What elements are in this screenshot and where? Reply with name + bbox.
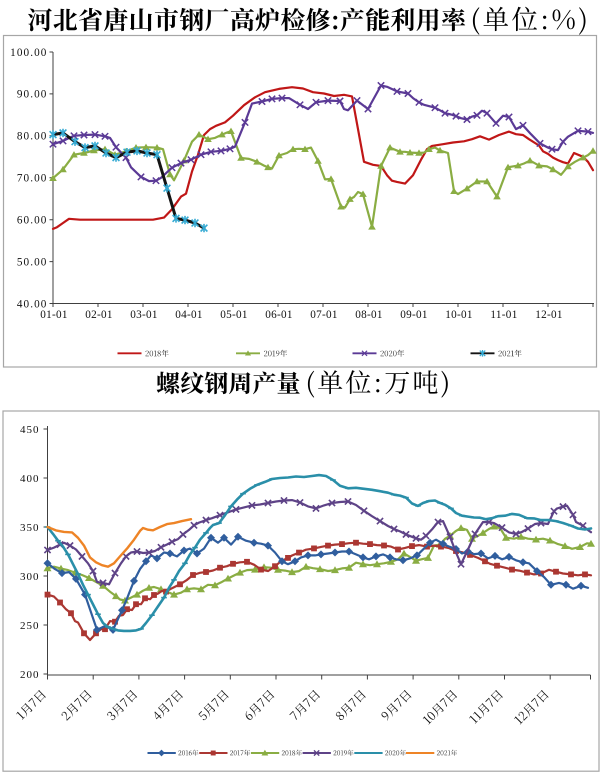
svg-text:100.00: 100.00 bbox=[10, 47, 47, 59]
svg-text:80.00: 80.00 bbox=[17, 131, 48, 143]
svg-text:10-01: 10-01 bbox=[445, 309, 473, 321]
svg-text:12-01: 12-01 bbox=[535, 309, 563, 321]
svg-text:01-01: 01-01 bbox=[40, 309, 68, 321]
svg-text:250: 250 bbox=[20, 620, 40, 632]
svg-text:08-01: 08-01 bbox=[355, 309, 383, 321]
svg-text:60.00: 60.00 bbox=[17, 215, 48, 227]
svg-text:350: 350 bbox=[20, 522, 40, 534]
svg-text:90.00: 90.00 bbox=[17, 89, 48, 101]
svg-text:70.00: 70.00 bbox=[17, 173, 48, 185]
svg-text:04-01: 04-01 bbox=[175, 309, 203, 321]
svg-text:06-01: 06-01 bbox=[265, 309, 293, 321]
svg-text:03-01: 03-01 bbox=[130, 309, 158, 321]
svg-text:450: 450 bbox=[20, 424, 40, 436]
svg-text:200: 200 bbox=[20, 669, 40, 681]
svg-text:11-01: 11-01 bbox=[490, 309, 517, 321]
svg-text:05-01: 05-01 bbox=[220, 309, 248, 321]
svg-text:09-01: 09-01 bbox=[400, 309, 428, 321]
svg-text:50.00: 50.00 bbox=[17, 256, 48, 268]
svg-text:02-01: 02-01 bbox=[85, 309, 113, 321]
svg-text:300: 300 bbox=[20, 571, 40, 583]
svg-text:400: 400 bbox=[20, 473, 40, 485]
svg-text:07-01: 07-01 bbox=[310, 309, 338, 321]
svg-text:40.00: 40.00 bbox=[17, 298, 48, 310]
